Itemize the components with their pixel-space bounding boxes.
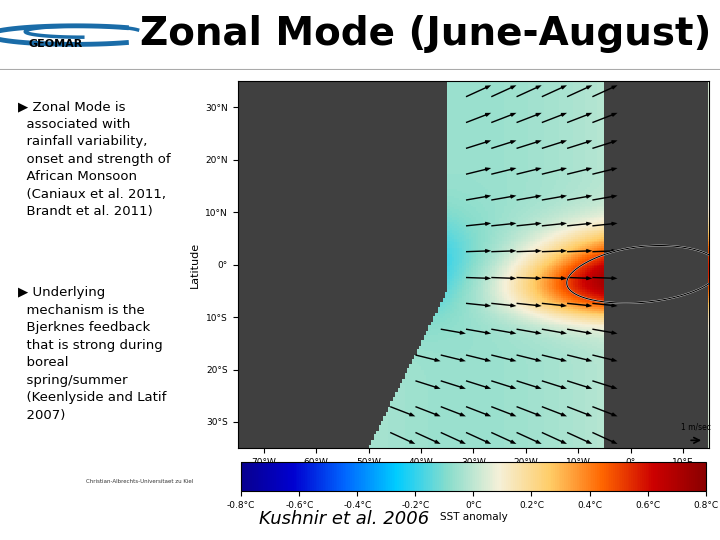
Text: ▶ Zonal Mode is
  associated with
  rainfall variability,
  onset and strength o: ▶ Zonal Mode is associated with rainfall… — [18, 100, 171, 219]
Text: Zonal Mode (June-August): Zonal Mode (June-August) — [140, 15, 712, 53]
Text: Christian-Albrechts-Universitaet zu Kiel: Christian-Albrechts-Universitaet zu Kiel — [86, 480, 194, 484]
Text: 1 m/sec: 1 m/sec — [681, 423, 711, 432]
Text: Kushnir et al. 2006: Kushnir et al. 2006 — [259, 510, 429, 528]
Text: GEOMAR: GEOMAR — [29, 38, 83, 49]
Text: C|A|U: C|A|U — [25, 476, 57, 488]
X-axis label: SST anomaly: SST anomaly — [439, 511, 508, 522]
X-axis label: Longitude: Longitude — [446, 472, 501, 482]
Text: ▶ Underlying
  mechanism is the
  Bjerknes feedback
  that is strong during
  bo: ▶ Underlying mechanism is the Bjerknes f… — [18, 286, 166, 422]
Y-axis label: Latitude: Latitude — [189, 241, 199, 288]
